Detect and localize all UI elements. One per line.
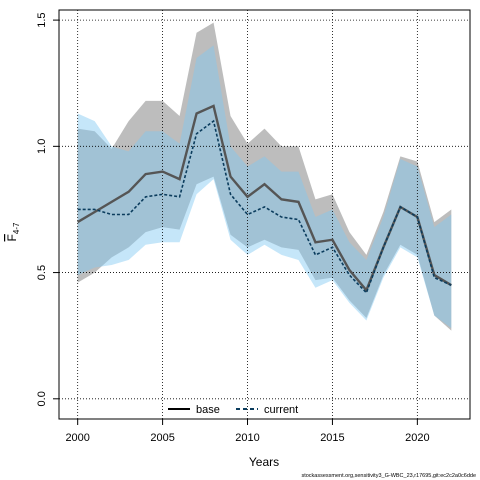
svg-text:F4-7: F4-7: [5, 222, 21, 241]
legend: base current: [168, 404, 298, 416]
x-tick-label: 2015: [320, 432, 344, 444]
x-tick-label: 2000: [65, 432, 89, 444]
y-axis-title-sub: 4-7: [12, 222, 21, 234]
band-current: [77, 45, 452, 329]
x-tick-label: 2020: [405, 432, 429, 444]
y-tick-label: 0.0: [36, 391, 48, 406]
grid-lines: [59, 10, 470, 419]
legend-base-label: base: [196, 404, 220, 416]
confidence-bands: [77, 22, 452, 331]
x-axis: 2000 2005 2010 2015 2020: [65, 419, 430, 444]
series-line-current: [77, 119, 452, 295]
y-axis-title: F4-7: [5, 222, 21, 241]
band-base: [77, 22, 452, 331]
series-lines: [77, 104, 452, 295]
x-tick-label: 2010: [235, 432, 259, 444]
y-tick-label: 0.5: [36, 265, 48, 280]
y-axis: 0.0 0.5 1.0 1.5: [36, 12, 59, 406]
x-axis-title: Years: [249, 455, 279, 469]
legend-current-label: current: [264, 404, 298, 416]
y-axis-title-main: F: [5, 234, 19, 241]
caption: stockassessment.org,sensitivity3_G-WBC_2…: [301, 473, 476, 479]
y-tick-label: 1.0: [36, 139, 48, 154]
x-tick-label: 2005: [150, 432, 174, 444]
y-tick-label: 1.5: [36, 12, 48, 27]
plot-frame: [58, 9, 471, 420]
